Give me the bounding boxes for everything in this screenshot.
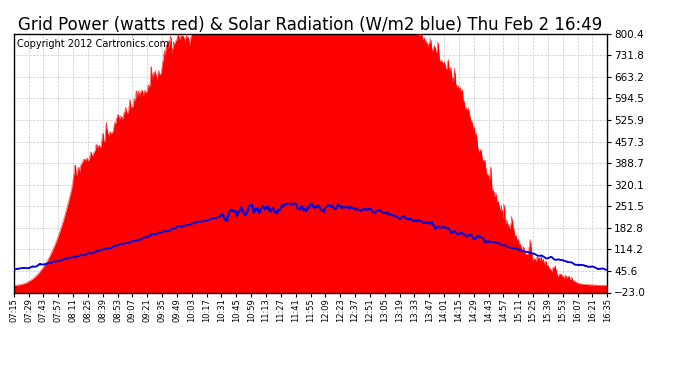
Text: Copyright 2012 Cartronics.com: Copyright 2012 Cartronics.com	[17, 39, 169, 49]
Title: Grid Power (watts red) & Solar Radiation (W/m2 blue) Thu Feb 2 16:49: Grid Power (watts red) & Solar Radiation…	[19, 16, 602, 34]
